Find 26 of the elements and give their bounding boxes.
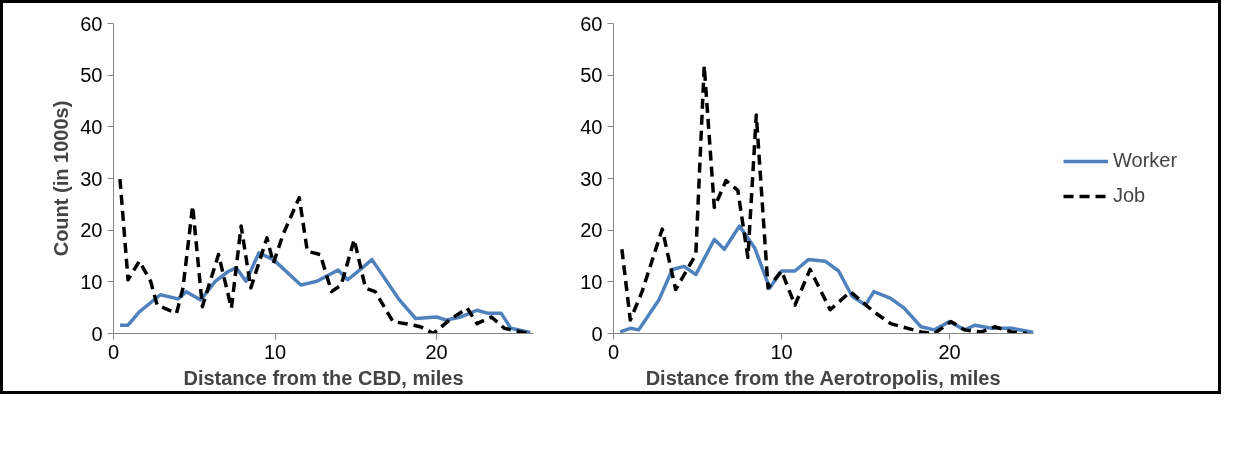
y-tick-label: 60 [80,12,103,35]
y-tick-label: 40 [80,115,103,138]
x-tick-label: 0 [107,340,120,363]
legend-label: Worker [1113,149,1178,172]
line-series [620,64,1029,334]
x-axis-title: Distance from the Aerotropolis, miles [645,366,1001,389]
y-tick-label: 60 [580,12,603,35]
y-tick-label: 50 [80,64,103,87]
y-tick-label: 10 [80,270,103,293]
y-axis-title: Count (in 1000s) [50,100,73,257]
x-tick-label: 10 [770,340,793,363]
y-tick-label: 30 [80,167,103,190]
legend-label: Job [1113,184,1146,207]
x-tick-label: 10 [263,340,287,363]
y-tick-label: 20 [80,219,103,242]
x-tick-label: 20 [425,340,448,363]
y-tick-label: 20 [580,219,603,242]
x-tick-label: 20 [938,340,961,363]
y-tick-label: 0 [591,322,603,345]
y-tick-label: 40 [580,115,603,138]
x-axis-title: Distance from the CBD, miles [183,366,464,389]
y-tick-label: 10 [580,270,603,293]
y-tick-label: 30 [580,167,603,190]
x-tick-label: 0 [607,340,620,363]
y-tick-label: 0 [91,322,103,345]
y-tick-label: 50 [580,64,603,87]
